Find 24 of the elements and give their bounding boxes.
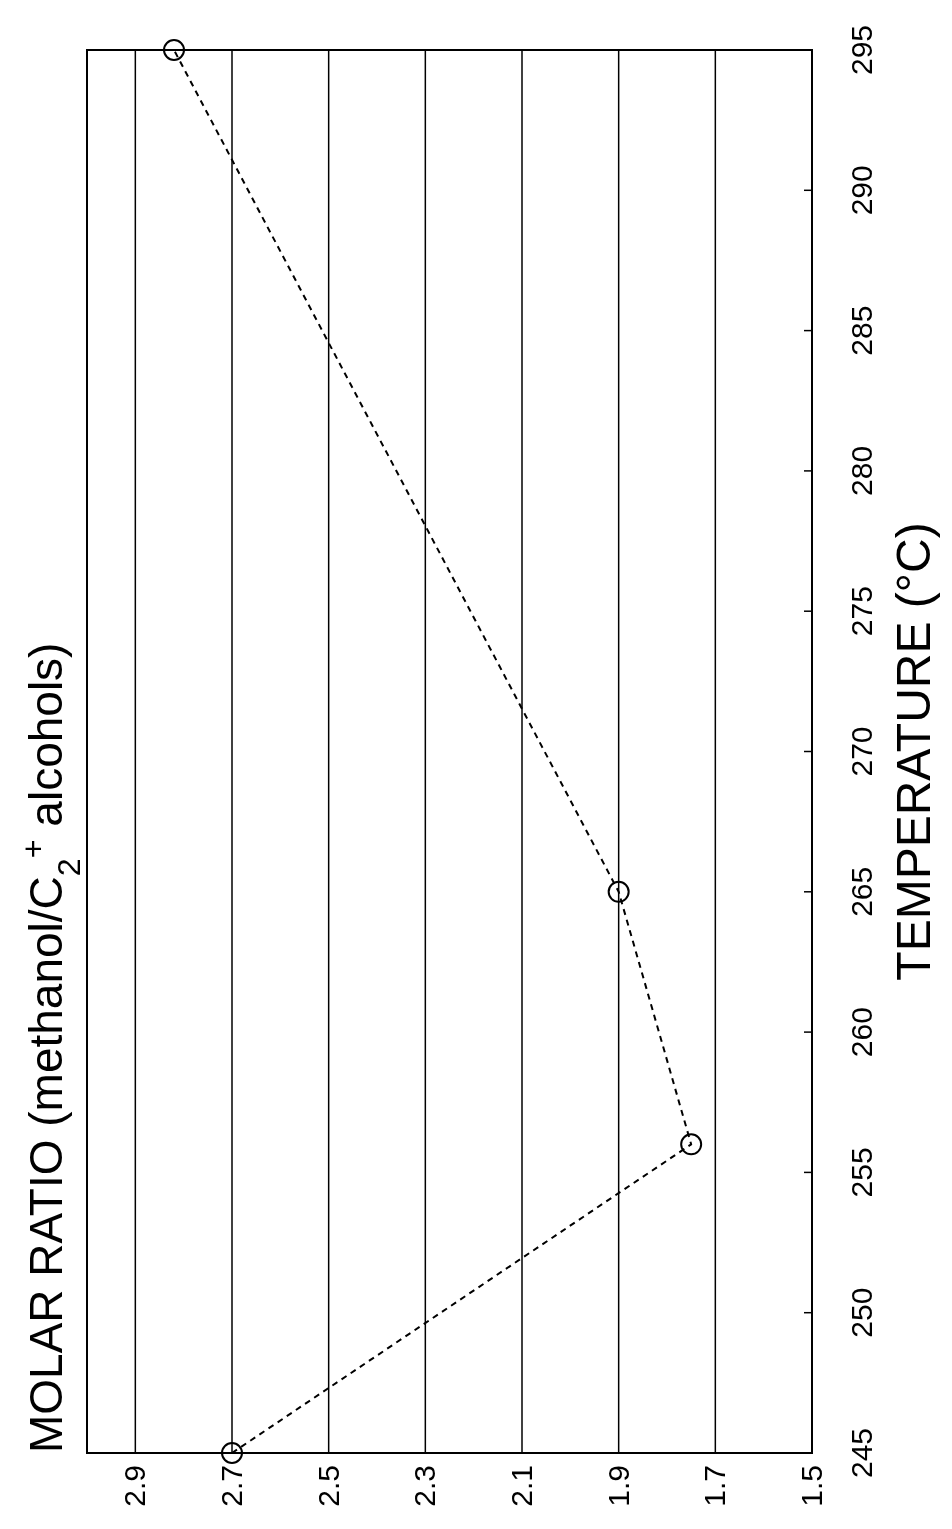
x-tick-label: 2.9 (118, 1465, 152, 1507)
y-tick-label: 265 (845, 866, 878, 917)
y-tick-label: 290 (845, 165, 878, 216)
x-tick-label: 1.7 (698, 1465, 732, 1507)
point (680, 1133, 703, 1156)
x-tick-label: 2.7 (215, 1465, 248, 1507)
y-tick-label: 295 (845, 24, 878, 76)
x-tick-label: 1.5 (795, 1465, 828, 1507)
y-tick-label: 260 (845, 1007, 878, 1058)
x-tick-label: 2.5 (311, 1465, 345, 1507)
y-tick-label: 270 (845, 726, 878, 777)
x-tick-label: 1.9 (601, 1465, 635, 1507)
y-tick-label: 250 (845, 1287, 878, 1338)
x-tick-label: 2.3 (408, 1465, 442, 1507)
point (163, 39, 185, 61)
y-tick-label: 280 (845, 445, 878, 496)
y-tick-label: 275 (845, 586, 878, 637)
x-tick-label: 2.1 (505, 1465, 538, 1507)
y-axis-title: TEMPERATURE (°C) (887, 522, 940, 981)
y-tick-label: 245 (845, 1427, 878, 1479)
y-tick-label: 285 (845, 305, 878, 356)
point (607, 880, 630, 903)
y-tick-label: 255 (845, 1147, 878, 1198)
point (221, 1442, 243, 1464)
